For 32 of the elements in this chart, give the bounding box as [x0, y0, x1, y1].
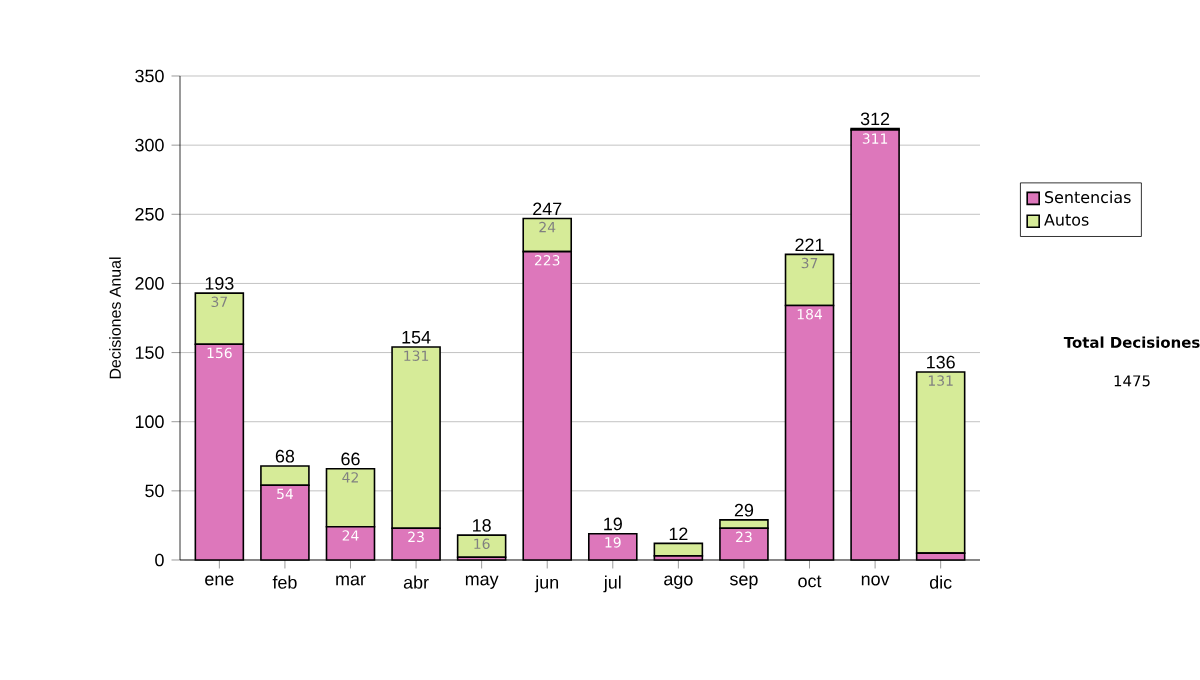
x-tick-label: may	[465, 575, 499, 589]
x-tick-label: ene	[205, 575, 234, 586]
x-tick-label: jun	[534, 575, 559, 593]
y-tick-label: 50	[145, 484, 164, 498]
total-label: 154	[402, 331, 431, 344]
x-tick-label: ago	[664, 575, 693, 589]
y-tick-label: 0	[155, 553, 164, 567]
y-tick-label: 100	[135, 415, 164, 429]
y-tick-label: 350	[135, 69, 164, 83]
x-tick-label: jul	[603, 575, 621, 593]
x-tick-label: dic	[929, 575, 952, 589]
y-tick-label: 250	[135, 207, 164, 221]
x-tick-label: sep	[729, 575, 758, 589]
y-tick-label: 200	[135, 277, 164, 290]
total-label: 29	[734, 503, 754, 517]
total-label: 247	[533, 202, 562, 216]
total-label: 312	[860, 112, 890, 126]
y-tick-label: 150	[135, 346, 164, 359]
total-label: 193	[205, 277, 234, 290]
x-tick-label: feb	[272, 575, 297, 589]
y-tick-label: 300	[135, 138, 164, 152]
total-label: 68	[275, 449, 295, 463]
x-tick-label: mar	[336, 575, 366, 586]
total-label: 66	[341, 452, 360, 466]
total-label: 136	[927, 355, 955, 369]
x-tick-label: nov	[861, 575, 890, 586]
total-label: 12	[669, 527, 688, 541]
x-tick-label: oct	[798, 575, 822, 588]
total-label: 19	[604, 517, 622, 531]
total-label: 221	[795, 238, 824, 251]
x-tick-label: abr	[403, 575, 429, 589]
total-label: 18	[473, 519, 491, 532]
